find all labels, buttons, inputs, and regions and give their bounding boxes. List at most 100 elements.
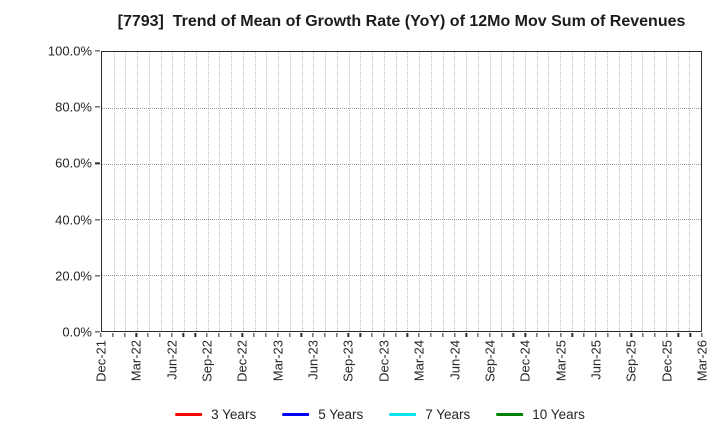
vertical-gridline xyxy=(172,52,174,331)
x-tick-label-text: Jun-22 xyxy=(164,340,180,380)
x-tick-label-text: Mar-25 xyxy=(553,340,569,382)
x-tick-mark xyxy=(607,333,609,337)
x-tick-mark xyxy=(489,333,491,337)
vertical-gridline xyxy=(560,52,562,331)
x-tick-mark xyxy=(701,333,703,337)
x-tick-label-text: Mar-26 xyxy=(694,340,710,382)
x-tick-label: Jun-25 xyxy=(588,340,603,385)
x-tick-mark xyxy=(442,333,444,337)
x-tick-mark xyxy=(548,333,550,337)
x-tick-label-text: Mar-24 xyxy=(411,340,427,382)
x-tick-mark xyxy=(347,333,350,337)
legend-item: 10 Years xyxy=(496,407,585,422)
vertical-gridline xyxy=(571,52,573,331)
vertical-gridline xyxy=(419,52,421,331)
x-tick-mark xyxy=(182,333,185,337)
chart-title: [7793] Trend of Mean of Growth Rate (YoY… xyxy=(117,13,686,30)
vertical-gridline xyxy=(219,52,221,331)
x-tick-mark xyxy=(571,333,574,337)
vertical-gridline xyxy=(477,52,479,331)
y-tick-mark xyxy=(95,50,100,52)
y-tick-mark xyxy=(95,106,100,108)
vertical-gridline xyxy=(454,52,456,331)
x-tick-mark xyxy=(477,333,479,337)
x-tick-label-text: Sep-23 xyxy=(340,340,356,382)
x-tick-label: Sep-24 xyxy=(482,340,497,387)
y-tick-mark xyxy=(95,331,100,333)
x-tick-label: Sep-23 xyxy=(341,340,356,387)
x-tick-mark xyxy=(159,333,161,337)
x-tick-mark xyxy=(430,333,432,337)
vertical-gridline xyxy=(242,52,244,331)
x-tick-mark xyxy=(288,333,291,337)
x-tick-label: Dec-22 xyxy=(235,340,250,387)
vertical-gridline xyxy=(231,52,233,331)
x-tick-label: Mar-26 xyxy=(695,340,710,386)
vertical-gridline xyxy=(501,52,503,331)
vertical-gridline xyxy=(536,52,538,331)
vertical-gridline xyxy=(442,52,444,331)
x-tick-mark xyxy=(536,333,538,337)
vertical-gridline xyxy=(313,52,315,331)
x-tick-mark xyxy=(559,333,562,337)
y-tick-mark xyxy=(95,218,100,221)
legend-line-swatch xyxy=(496,413,524,416)
x-tick-mark xyxy=(147,333,149,337)
vertical-gridline xyxy=(184,52,186,331)
x-tick-mark xyxy=(229,333,232,337)
x-tick-mark xyxy=(100,333,102,337)
vertical-gridline xyxy=(254,52,256,331)
vertical-gridline xyxy=(113,52,115,331)
vertical-gridline xyxy=(689,52,691,331)
vertical-gridline xyxy=(348,52,350,331)
x-tick-mark xyxy=(112,333,114,337)
vertical-gridline xyxy=(407,52,409,331)
y-tick-label: 20.0% xyxy=(55,268,92,284)
y-tick-label: 100.0% xyxy=(47,43,92,59)
legend-line-swatch xyxy=(175,413,203,416)
x-tick-label: Sep-22 xyxy=(200,340,215,387)
x-tick-label-text: Dec-22 xyxy=(234,340,250,382)
x-tick-label: Mar-22 xyxy=(129,340,144,386)
vertical-gridline xyxy=(372,52,374,331)
x-tick-label-text: Dec-25 xyxy=(659,340,675,382)
y-tick-label: 0.0% xyxy=(62,324,92,340)
x-tick-mark xyxy=(524,333,526,337)
x-tick-mark xyxy=(642,333,644,337)
vertical-gridline xyxy=(137,52,139,331)
y-tick-label: 60.0% xyxy=(55,155,92,171)
x-tick-mark xyxy=(312,333,314,337)
legend-label: 10 Years xyxy=(532,407,585,422)
x-tick-label: Jun-23 xyxy=(306,340,321,385)
x-tick-mark xyxy=(654,333,656,337)
x-tick-mark xyxy=(135,333,137,337)
x-tick-mark xyxy=(300,333,302,337)
legend-line-swatch xyxy=(389,413,417,416)
x-tick-label-text: Jun-25 xyxy=(588,340,604,380)
vertical-gridline xyxy=(466,52,468,331)
legend-line-swatch xyxy=(282,413,310,416)
x-tick-mark xyxy=(665,333,668,337)
x-tick-mark xyxy=(277,333,279,337)
x-tick-label: Dec-23 xyxy=(376,340,391,387)
x-tick-mark xyxy=(265,333,267,337)
vertical-gridline xyxy=(301,52,303,331)
x-tick-label: Mar-23 xyxy=(270,340,285,386)
vertical-gridline xyxy=(430,52,432,331)
x-tick-mark xyxy=(677,333,680,337)
x-tick-mark xyxy=(501,333,503,337)
legend-item: 5 Years xyxy=(282,407,363,422)
x-tick-mark xyxy=(253,333,255,337)
legend-label: 7 Years xyxy=(425,407,471,422)
y-tick-label: 40.0% xyxy=(55,212,92,228)
x-tick-mark xyxy=(194,333,196,337)
x-tick-mark xyxy=(630,333,632,337)
vertical-gridline xyxy=(383,52,385,331)
vertical-gridline xyxy=(207,52,209,331)
x-tick-mark xyxy=(406,333,409,337)
y-tick-label: 80.0% xyxy=(55,99,92,115)
vertical-gridline xyxy=(630,52,632,331)
x-tick-mark xyxy=(465,333,467,337)
vertical-gridline xyxy=(665,52,667,331)
